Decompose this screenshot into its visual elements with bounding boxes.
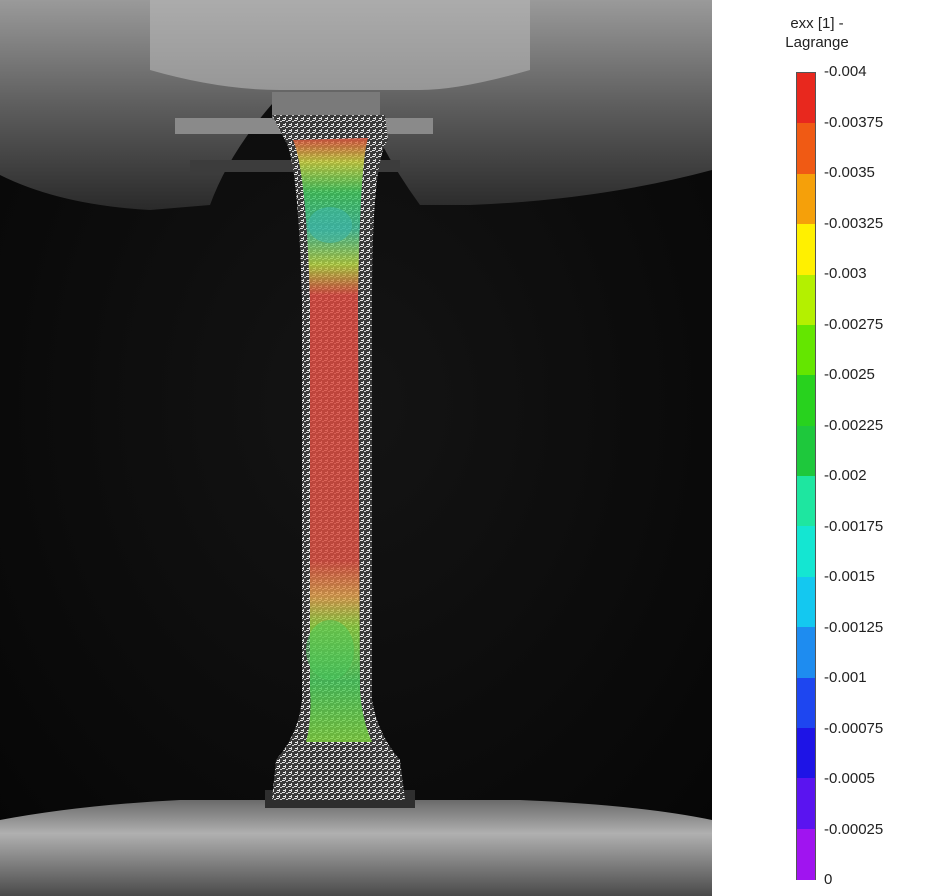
- colorbar-band: [797, 677, 815, 729]
- colorbar-band: [797, 828, 815, 880]
- colorbar-tick-label: -0.003: [824, 265, 867, 282]
- colorbar: [796, 72, 816, 880]
- legend-title: exx [1] - Lagrange: [752, 14, 882, 52]
- colorbar-band: [797, 476, 815, 527]
- colorbar-tick-label: -0.0035: [824, 164, 875, 181]
- legend-title-line1: exx [1] -: [790, 15, 844, 32]
- colorbar-band: [797, 324, 815, 376]
- colorbar-band: [797, 778, 815, 830]
- colorbar-tick-label: -0.0025: [824, 366, 875, 383]
- colorbar-band: [797, 627, 815, 678]
- colorbar-band: [797, 173, 815, 225]
- colorbar-tick-label: -0.00125: [824, 618, 884, 636]
- colorbar-tick-label: -0.004: [824, 63, 867, 80]
- colorbar-tick-label: -0.00275: [824, 315, 884, 333]
- colorbar-band: [797, 526, 815, 578]
- specimen-photo: [0, 0, 712, 896]
- colorbar-band: [797, 274, 815, 326]
- colorbar-tick-label: -0.001: [824, 669, 867, 686]
- colorbar-tick-label: -0.0005: [824, 770, 875, 787]
- colorbar-band: [797, 224, 815, 275]
- colorbar-tick-label: -0.00325: [824, 214, 884, 232]
- colorbar-tick-label: -0.00225: [824, 416, 884, 434]
- colorbar-band: [797, 425, 815, 477]
- colorbar-band: [797, 123, 815, 175]
- colorbar-tick-label: -0.00025: [824, 820, 884, 838]
- colorbar-tick-label: -0.0015: [824, 568, 875, 585]
- colorbar-band: [797, 727, 815, 779]
- colorbar-band: [797, 576, 815, 628]
- colorbar-tick-label: 0: [824, 871, 833, 888]
- colorbar-tick-label: -0.00375: [824, 113, 884, 131]
- colorbar-tick-label: -0.00175: [824, 517, 884, 535]
- colorbar-tick-label: -0.00075: [824, 719, 884, 737]
- colorbar-tick-label: -0.002: [824, 467, 867, 484]
- strain-legend: exx [1] - Lagrange -0.004 -0.00375 -0.0035…: [712, 0, 928, 896]
- legend-title-line2: Lagrange: [785, 34, 849, 51]
- colorbar-band: [797, 73, 815, 124]
- colorbar-band: [797, 375, 815, 427]
